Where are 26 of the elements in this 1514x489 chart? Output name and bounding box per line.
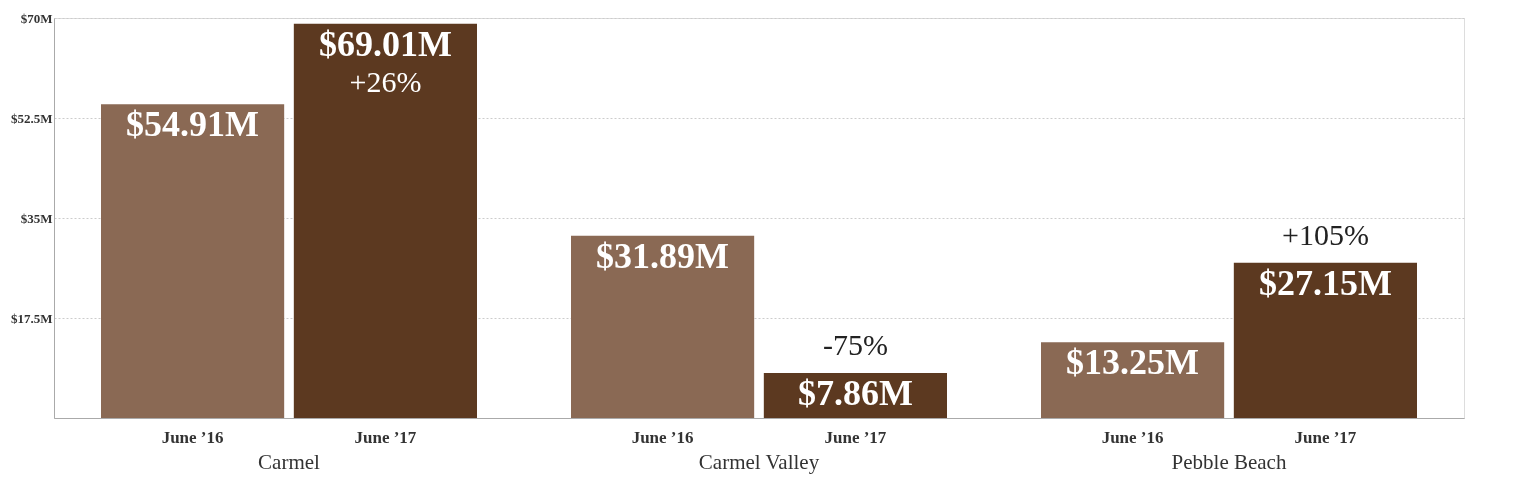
- series-label: June ’17: [354, 428, 417, 447]
- data-label: $27.15M: [1258, 262, 1392, 303]
- data-label: $54.91M: [126, 104, 260, 145]
- x-tick-label: Pebble Beach: [1171, 450, 1287, 474]
- data-label: $69.01M: [318, 23, 452, 64]
- data-label: $13.25M: [1066, 342, 1200, 383]
- x-tick-label: Carmel: [258, 450, 321, 474]
- text: June ’17: [1294, 428, 1357, 447]
- y-tick-label: $52.5M: [10, 110, 53, 126]
- annotation: +105%: [1281, 217, 1369, 251]
- text: June ’16: [1101, 428, 1164, 447]
- annotation: +26%: [349, 64, 422, 98]
- bar: [101, 104, 285, 418]
- y-tick-label: $70M: [20, 10, 53, 26]
- bar: [293, 23, 477, 418]
- y-tick-label: $17.5M: [10, 310, 53, 326]
- y-tick-label: $35M: [20, 210, 53, 226]
- text: June ’17: [824, 428, 887, 447]
- x-tick-label: Carmel Valley: [698, 450, 820, 474]
- bar: [1233, 262, 1417, 418]
- data-label: $7.86M: [797, 373, 913, 414]
- bar: [571, 235, 755, 418]
- text: June ’16: [631, 428, 694, 447]
- series-label: June ’16: [161, 428, 224, 447]
- annotation: -75%: [822, 328, 888, 362]
- data-label: $31.89M: [596, 235, 730, 276]
